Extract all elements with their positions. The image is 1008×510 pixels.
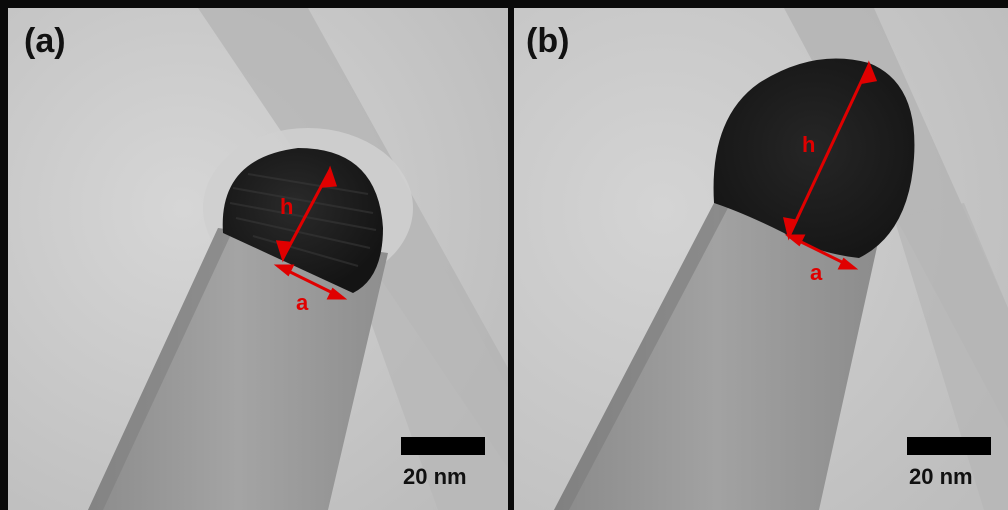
arrow-h-b xyxy=(783,60,878,241)
tem-image-a xyxy=(8,8,508,510)
scale-bar-text-b: 20 nm xyxy=(909,464,973,489)
base-label-b: a xyxy=(810,260,823,285)
panel-label-b: (b) xyxy=(526,22,570,60)
height-label-a: h xyxy=(280,194,294,219)
arrow-h-a xyxy=(275,165,338,263)
panel-label-a: (a) xyxy=(24,22,66,60)
base-label-a: a xyxy=(296,290,309,315)
arrow-a-b xyxy=(784,234,859,270)
tem-image-b xyxy=(514,8,1008,510)
panel-a: (a) h a 20 nm xyxy=(8,8,508,510)
scale-bar-text-a: 20 nm xyxy=(403,464,467,489)
scale-bar-b xyxy=(907,437,991,455)
panel-b: (b) h a 20 nm xyxy=(514,8,1008,510)
scale-bar-a xyxy=(401,437,485,455)
height-label-b: h xyxy=(802,132,816,157)
arrow-a-a xyxy=(273,264,348,300)
